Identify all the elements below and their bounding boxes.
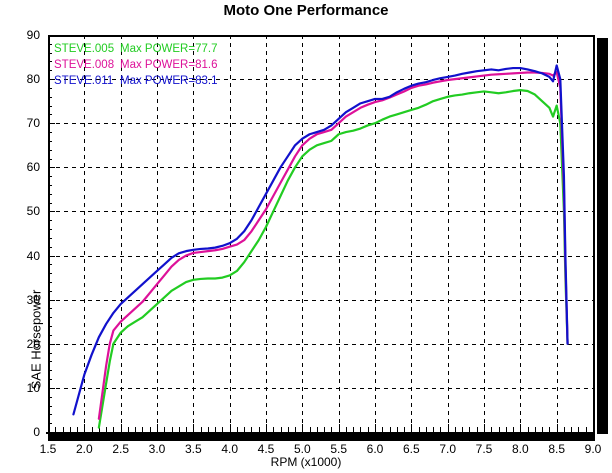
x-tick-label: 4.0 — [221, 442, 238, 456]
legend-item-name: STEVE.008 — [54, 59, 115, 71]
plot-area — [48, 35, 595, 434]
x-tick-label: 7.5 — [475, 442, 493, 456]
bottom-scroll-bar[interactable] — [48, 434, 595, 441]
x-tick-label: 3.5 — [184, 442, 202, 456]
legend: STEVE.005 Max POWER=77.7 STEVE.008 Max POWE… — [54, 41, 217, 89]
y-tick-label: 30 — [26, 292, 40, 307]
x-tick-label: 4.5 — [257, 442, 275, 456]
page-title: Moto One Performance — [223, 2, 389, 19]
y-tick-label: 10 — [26, 380, 40, 395]
y-tick-label: 80 — [26, 72, 40, 87]
x-tick-label: 1.5 — [39, 442, 57, 456]
x-axis-title: RPM (x1000) — [270, 455, 342, 469]
x-tick-label: 3.0 — [148, 442, 166, 456]
x-tick-label: 6.5 — [402, 442, 420, 456]
y-tick-label: 50 — [26, 204, 40, 219]
series-line-steve-011 — [72, 64, 569, 416]
y-tick-label: 0 — [33, 425, 40, 439]
y-axis-title: SAE Horsepower — [28, 289, 44, 390]
y-tick-label: 70 — [26, 116, 40, 131]
x-tick-label: 9.0 — [584, 442, 602, 456]
x-tick-label: 6.0 — [366, 442, 384, 456]
legend-item-name: STEVE.011 — [54, 75, 114, 87]
series-line-steve-005 — [97, 89, 569, 429]
legend-item: STEVE.005 Max POWER=77.7 — [54, 41, 217, 57]
x-tick-label: 5.0 — [293, 442, 311, 456]
x-tick-label: 7.0 — [439, 442, 456, 456]
series-line-steve-008 — [97, 70, 569, 420]
x-tick-label: 8.5 — [548, 442, 565, 456]
x-tick-label: 2.5 — [112, 442, 129, 456]
y-tick-label: 90 — [26, 28, 40, 42]
legend-item-max-power: Max POWER=81.6 — [120, 59, 218, 71]
y-tick-label: 20 — [26, 336, 40, 351]
axis-bottom-border — [46, 432, 595, 434]
legend-item-max-power: Max POWER=83.1 — [120, 75, 218, 87]
axis-right-border — [593, 35, 595, 434]
y-tick-label: 60 — [26, 160, 40, 175]
x-tick-label: 8.0 — [511, 442, 529, 456]
legend-item-name: STEVE.005 — [54, 43, 115, 55]
legend-item: STEVE.011 Max POWER=83.1 — [54, 73, 217, 89]
y-tick-label: 40 — [26, 248, 40, 263]
legend-item: STEVE.008 Max POWER=81.6 — [54, 57, 217, 73]
x-tick-label: 5.5 — [330, 442, 347, 456]
right-scroll-bar[interactable] — [597, 38, 608, 434]
legend-item-max-power: Max POWER=77.7 — [120, 43, 218, 55]
x-tick-label: 2.0 — [75, 442, 93, 456]
y-axis-title-wrap: SAE Horsepower — [14, 120, 44, 390]
